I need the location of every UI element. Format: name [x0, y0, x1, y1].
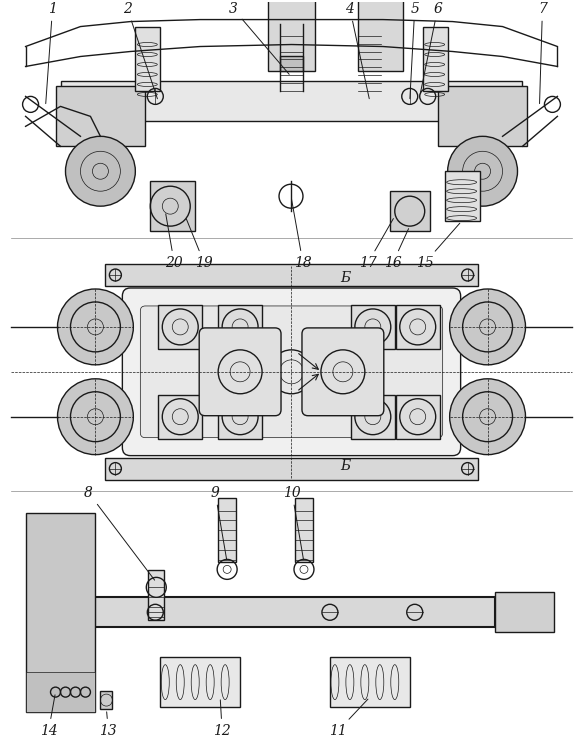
Text: 14: 14	[40, 695, 57, 738]
Bar	[106, 457, 477, 480]
Bar	[159, 395, 202, 439]
Text: 15: 15	[416, 224, 460, 270]
Bar	[396, 305, 440, 349]
Text: 1: 1	[45, 1, 57, 104]
Bar	[494, 592, 554, 633]
FancyBboxPatch shape	[302, 328, 384, 416]
Bar	[218, 498, 236, 562]
Bar	[159, 305, 202, 349]
Bar	[218, 305, 262, 349]
Bar	[423, 27, 448, 92]
Text: 6: 6	[420, 1, 442, 94]
Bar	[135, 27, 160, 92]
Bar	[351, 395, 395, 439]
Text: 12: 12	[213, 700, 231, 738]
Text: Б: Б	[340, 459, 350, 472]
Bar	[295, 498, 313, 562]
Bar	[218, 395, 262, 439]
Text: 16: 16	[384, 229, 409, 270]
Text: 19: 19	[187, 219, 213, 270]
Text: 20: 20	[166, 214, 183, 270]
Bar	[390, 191, 430, 231]
Text: 17: 17	[359, 218, 394, 270]
Circle shape	[449, 289, 525, 365]
Bar	[106, 264, 477, 286]
Bar	[55, 86, 145, 146]
Polygon shape	[26, 672, 96, 712]
Bar	[445, 171, 480, 221]
Bar	[330, 657, 410, 707]
Circle shape	[58, 289, 134, 365]
Circle shape	[65, 136, 135, 206]
Text: 10: 10	[283, 486, 304, 559]
Bar	[61, 81, 522, 121]
Bar	[96, 597, 494, 627]
Text: 4: 4	[346, 1, 369, 98]
Text: 11: 11	[329, 699, 368, 738]
Bar	[280, 57, 303, 72]
Bar	[160, 657, 240, 707]
Text: 13: 13	[100, 712, 117, 738]
Bar	[268, 0, 315, 72]
Bar	[351, 305, 395, 349]
FancyBboxPatch shape	[141, 306, 442, 437]
Bar	[438, 86, 528, 146]
Text: 3: 3	[229, 1, 289, 74]
Circle shape	[449, 378, 525, 454]
Bar	[358, 0, 403, 72]
Text: 9: 9	[210, 486, 227, 559]
Text: 18: 18	[292, 199, 312, 270]
Text: 5: 5	[410, 1, 419, 98]
Text: 7: 7	[538, 1, 547, 104]
Circle shape	[448, 136, 518, 206]
Bar	[26, 513, 96, 712]
FancyBboxPatch shape	[199, 328, 281, 416]
FancyBboxPatch shape	[122, 288, 461, 456]
Bar	[396, 395, 440, 439]
Text: 8: 8	[84, 486, 154, 580]
Bar	[148, 571, 164, 621]
Circle shape	[58, 378, 134, 454]
Bar	[100, 691, 113, 709]
Text: 2: 2	[123, 1, 157, 99]
Text: Б: Б	[340, 271, 350, 285]
Bar	[150, 181, 195, 231]
